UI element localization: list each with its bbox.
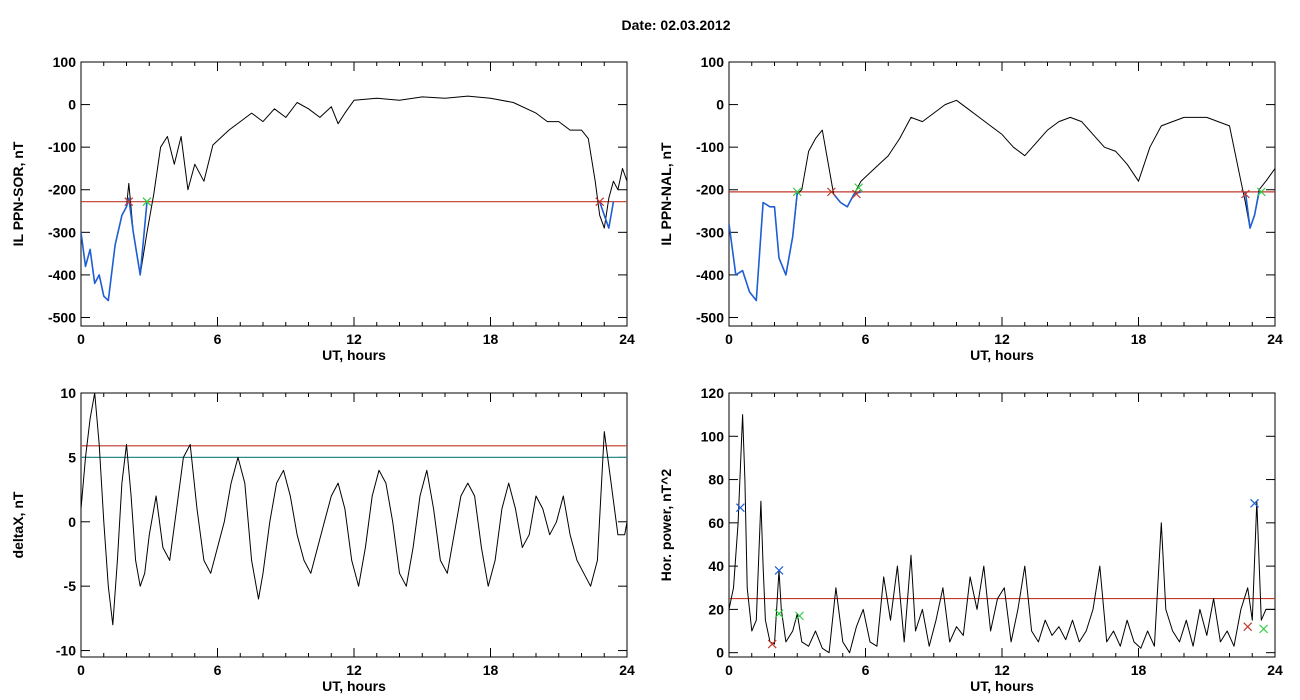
panel-deltax-x-tick-label: 6 [214,662,222,678]
panel-deltax-x-tick-label: 0 [77,662,85,678]
panel-nal-x-tick-label: 6 [862,331,870,347]
panel-power-x-tick-label: 0 [725,662,733,678]
panel-sor-y-tick-label: 100 [53,54,77,70]
panel-power-cross-marker [767,639,777,649]
panel-nal-y-tick-label: -200 [696,182,724,198]
panel-power-x-tick-label: 6 [862,662,870,678]
panel-sor-y-tick-label: 0 [68,97,76,113]
panel-deltax-x-tick-label: 12 [346,662,362,678]
panel-deltax-x-tick-label: 18 [483,662,499,678]
panel-sor-frame [80,61,628,327]
panel-sor-y-axis-label: IL PPN-SOR, nT [10,141,26,246]
panel-power-y-tick-label: 20 [708,601,724,617]
panel-sor-x-tick-label: 18 [483,331,499,347]
panel-power-x-tick-label: 24 [1267,662,1283,678]
panel-power-y-tick-label: 80 [708,472,724,488]
panel-nal-highlight-series-line [729,191,799,302]
panel-nal-y-tick-label: -500 [696,309,724,325]
panel-sor-x-tick-label: 12 [346,331,362,347]
panel-deltax-y-tick-label: 5 [68,449,76,465]
panel-power-y-tick-label: 0 [716,645,724,661]
panel-power-series-line [729,414,1275,654]
panel-sor-x-axis-label: UT, hours [322,347,386,363]
panel-deltax-series-line [81,393,627,626]
panel-sor-highlight-series-line [81,197,148,302]
panel-power-cross-marker [1243,622,1253,632]
panel-power-y-tick-label: 40 [708,558,724,574]
panel-nal-y-tick-label: -300 [696,224,724,240]
panel-power-x-tick-label: 18 [1131,662,1147,678]
panel-sor-y-tick-label: -100 [48,139,76,155]
panel-power-y-tick-label: 100 [701,428,725,444]
panel-deltax-y-tick-label: -10 [56,643,76,659]
panel-sor-cross-marker [142,197,152,207]
panel-nal-x-axis-label: UT, hours [970,347,1034,363]
panel-power-cross-marker [774,566,784,575]
panel-nal-y-tick-label: -100 [696,139,724,155]
panel-nal-y-tick-label: 100 [701,54,725,70]
panel-deltax-y-axis-label: deltaX, nT [10,491,26,558]
panel-nal-x-tick-label: 12 [994,331,1010,347]
panel-nal-series-line [729,99,1275,301]
panel-sor-y-tick-label: -400 [48,267,76,283]
panel-nal-x-tick-label: 0 [725,331,733,347]
panel-power-frame [728,392,1276,658]
panel-power-y-tick-label: 120 [701,385,725,401]
panel-sor-highlight-series-line [598,201,615,229]
panel-deltax-y-tick-label: 10 [60,385,76,401]
chart-title: Date: 02.03.2012 [621,17,731,33]
panel-power-x-tick-label: 12 [994,662,1010,678]
panel-nal-y-tick-label: 0 [716,97,724,113]
panel-power-cross-marker [795,611,804,621]
panel-power-cross-marker [774,609,784,619]
panel-deltax-y-tick-label: 0 [68,514,76,530]
panel-nal-x-tick-label: 18 [1131,331,1147,347]
panel-sor-series-line [81,95,627,301]
panel-nal-cross-marker [826,187,836,197]
panel-nal-frame [728,61,1276,327]
panel-power-y-axis-label: Hor. power, nT^2 [658,469,674,582]
panel-nal-cross-marker [792,187,802,197]
panel-sor-x-tick-label: 6 [214,331,222,347]
panel-nal-cross-marker [1256,187,1266,197]
panel-sor-y-tick-label: -300 [48,224,76,240]
panel-power-cross-marker [735,503,745,513]
panel-power-x-axis-label: UT, hours [970,678,1034,694]
panel-sor-x-tick-label: 0 [77,331,85,347]
panel-nal-highlight-series-line [1244,191,1260,229]
panel-sor-cross-marker [595,197,605,207]
panel-nal-x-tick-label: 24 [1267,331,1283,347]
panel-nal-cross-marker [1241,189,1250,199]
panel-sor-y-tick-label: -500 [48,309,76,325]
panel-sor-x-tick-label: 24 [619,331,635,347]
panel-power-cross-marker [1259,624,1269,634]
panel-nal-cross-marker [854,183,864,193]
panel-nal-y-axis-label: IL PPN-NAL, nT [658,142,674,246]
panel-deltax-x-axis-label: UT, hours [322,678,386,694]
panel-power-cross-marker [1250,498,1259,508]
panel-power-y-tick-label: 60 [708,515,724,531]
panel-deltax-x-tick-label: 24 [619,662,635,678]
panel-sor-y-tick-label: -200 [48,182,76,198]
panel-deltax-y-tick-label: -5 [64,578,77,594]
panel-nal-y-tick-label: -400 [696,267,724,283]
panel-nal-cross-marker [851,189,861,199]
panel-sor-cross-marker [124,197,134,207]
panel-deltax-frame [80,392,628,658]
